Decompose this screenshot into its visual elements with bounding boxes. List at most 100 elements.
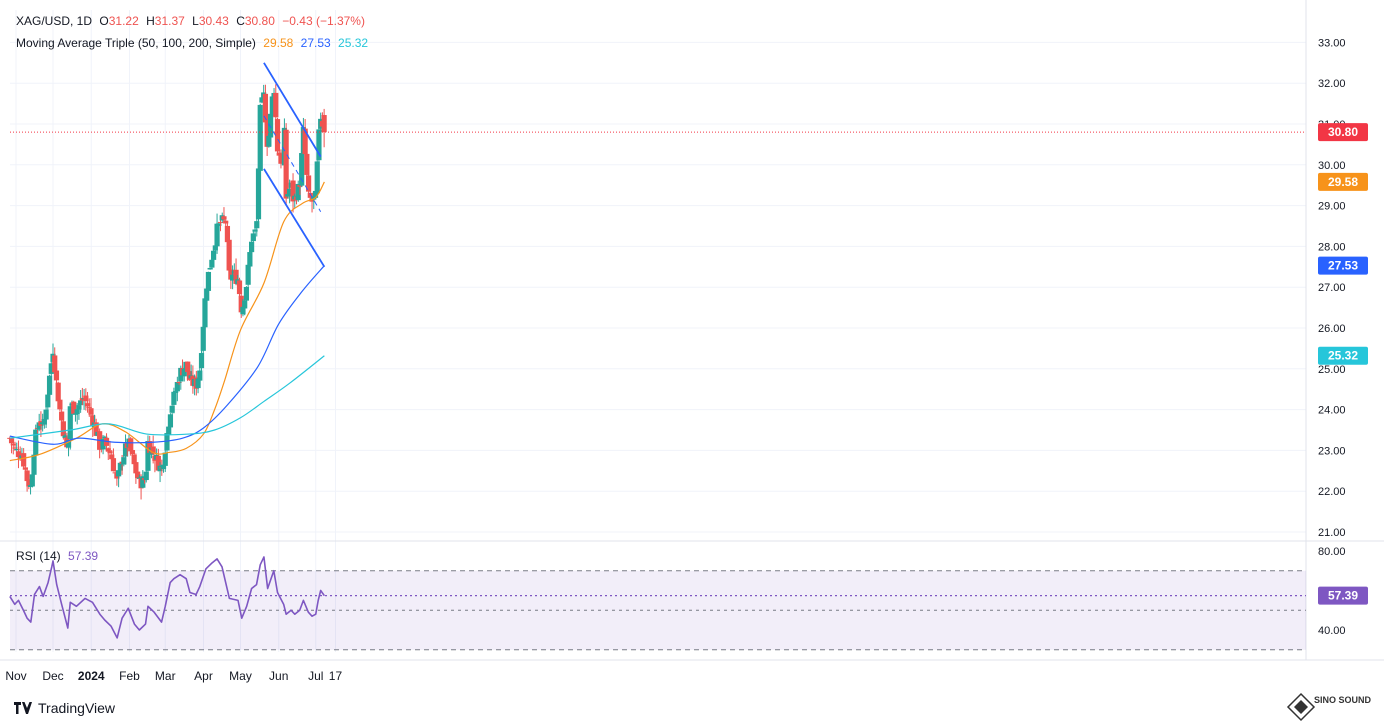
candle-body[interactable] — [29, 474, 35, 487]
candle-body[interactable] — [71, 401, 77, 414]
candle-body[interactable] — [90, 415, 96, 426]
candle-body[interactable] — [295, 183, 301, 201]
tradingview-brand[interactable]: TradingView — [14, 700, 115, 716]
candle-body[interactable] — [264, 120, 270, 147]
candle-body[interactable] — [200, 326, 206, 351]
candle-body[interactable] — [128, 438, 134, 452]
candle-body[interactable] — [166, 426, 172, 435]
candle-body[interactable] — [181, 368, 187, 377]
candles[interactable] — [7, 84, 327, 500]
candle-body[interactable] — [221, 216, 227, 220]
candle-body[interactable] — [155, 455, 161, 471]
candle-body[interactable] — [321, 115, 327, 133]
candle-body[interactable] — [140, 476, 146, 488]
candle-body[interactable] — [302, 128, 308, 155]
candle-body[interactable] — [286, 188, 293, 195]
candle-body[interactable] — [57, 399, 63, 410]
channel-upper-line[interactable] — [263, 62, 322, 158]
candle-body[interactable] — [93, 422, 99, 436]
candle-body[interactable] — [307, 192, 313, 198]
candle-body[interactable] — [312, 190, 319, 198]
candle-body[interactable] — [129, 450, 136, 455]
candle-body[interactable] — [21, 453, 27, 467]
candle-body[interactable] — [72, 413, 79, 415]
candle-body[interactable] — [316, 129, 322, 161]
candle-body[interactable] — [202, 298, 208, 328]
candle-body[interactable] — [205, 271, 212, 291]
candle-body[interactable] — [10, 443, 16, 446]
candle-body[interactable] — [164, 433, 170, 451]
candle-body[interactable] — [162, 452, 168, 466]
candle-body[interactable] — [45, 394, 51, 408]
candle-body[interactable] — [167, 414, 174, 428]
candle-body[interactable] — [262, 93, 269, 123]
candle-body[interactable] — [86, 406, 92, 408]
candle-body[interactable] — [242, 300, 248, 309]
candle-body[interactable] — [78, 400, 84, 406]
candle-body[interactable] — [283, 129, 289, 199]
candle-body[interactable] — [171, 391, 177, 405]
candle-body[interactable] — [259, 97, 265, 103]
candle-body[interactable] — [117, 462, 123, 471]
candle-body[interactable] — [248, 241, 255, 253]
candle-body[interactable] — [52, 355, 58, 373]
candle-body[interactable] — [102, 436, 108, 439]
candle-body[interactable] — [224, 225, 231, 243]
candle-body[interactable] — [8, 438, 15, 444]
ma50-line[interactable] — [9, 181, 325, 462]
candle-body[interactable] — [240, 306, 246, 315]
candle-body[interactable] — [36, 422, 42, 430]
candle-body[interactable] — [136, 477, 142, 479]
candle-body[interactable] — [297, 184, 303, 187]
candle-body[interactable] — [195, 378, 201, 389]
candle-body[interactable] — [116, 470, 122, 477]
candle-body[interactable] — [273, 92, 279, 118]
candle-body[interactable] — [228, 269, 234, 280]
candle-body[interactable] — [254, 221, 260, 229]
candle-body[interactable] — [46, 375, 53, 395]
candle-body[interactable] — [143, 471, 149, 481]
candle-body[interactable] — [109, 454, 115, 460]
candle-body[interactable] — [223, 220, 229, 224]
candle-body[interactable] — [15, 451, 22, 458]
candle-body[interactable] — [266, 135, 272, 147]
candle-body[interactable] — [255, 168, 262, 220]
candle-body[interactable] — [131, 454, 137, 465]
candle-body[interactable] — [250, 233, 256, 242]
candle-body[interactable] — [209, 259, 215, 268]
candle-body[interactable] — [311, 196, 317, 200]
candle-body[interactable] — [247, 252, 253, 267]
candle-body[interactable] — [226, 239, 232, 271]
candle-body[interactable] — [121, 457, 127, 465]
candle-body[interactable] — [214, 223, 220, 247]
candle-body[interactable] — [33, 429, 39, 456]
candle-body[interactable] — [12, 447, 18, 449]
candle-body[interactable] — [14, 449, 20, 451]
candle-body[interactable] — [230, 274, 236, 281]
candle-body[interactable] — [211, 250, 217, 260]
candle-body[interactable] — [65, 440, 72, 448]
candle-body[interactable] — [212, 245, 218, 251]
candle-body[interactable] — [204, 288, 210, 301]
candle-body[interactable] — [22, 467, 28, 470]
candle-body[interactable] — [173, 391, 179, 393]
candle-body[interactable] — [217, 222, 224, 224]
candle-body[interactable] — [48, 363, 54, 374]
candle-body[interactable] — [236, 280, 243, 295]
rsi-line[interactable] — [9, 556, 326, 639]
candle-body[interactable] — [185, 361, 191, 373]
candle-body[interactable] — [122, 443, 129, 457]
candle-body[interactable] — [305, 175, 312, 192]
candle-body[interactable] — [198, 353, 205, 369]
candle-body[interactable] — [150, 446, 156, 454]
candle-body[interactable] — [107, 451, 113, 454]
candle-body[interactable] — [157, 465, 163, 472]
candle-body[interactable] — [43, 409, 49, 420]
candle-body[interactable] — [62, 435, 68, 439]
candle-body[interactable] — [74, 409, 80, 415]
candle-body[interactable] — [207, 267, 213, 270]
candle-body[interactable] — [216, 223, 222, 227]
candle-body[interactable] — [245, 264, 251, 285]
candle-body[interactable] — [59, 411, 65, 421]
